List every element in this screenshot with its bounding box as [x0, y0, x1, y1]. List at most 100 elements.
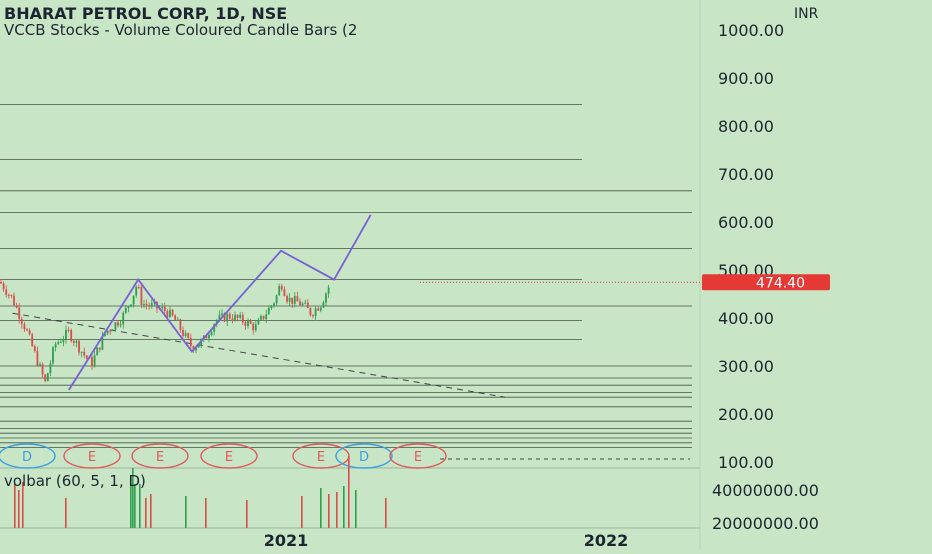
volume-tick-label: 20000000.00	[712, 514, 819, 533]
volume-bar	[328, 494, 330, 528]
volume-indicator-title: volbar (60, 5, 1, D)	[4, 472, 146, 490]
candle-body	[262, 315, 265, 320]
volume-bar	[301, 496, 303, 528]
candle-body	[213, 324, 216, 332]
candle-body	[301, 303, 304, 306]
candle-body	[275, 295, 278, 304]
candle-body	[234, 314, 236, 321]
candle-body	[119, 324, 122, 326]
candle-body	[145, 304, 148, 306]
candle-body	[306, 302, 309, 309]
last-price-value: 474.40	[756, 275, 805, 291]
volume-bar	[132, 468, 134, 528]
candle-body	[7, 294, 10, 296]
candle-body	[319, 307, 322, 311]
candle-body	[52, 347, 54, 364]
candle-body	[0, 282, 2, 284]
candle-body	[49, 363, 52, 374]
candle-body	[28, 330, 31, 335]
candle-body	[197, 345, 200, 348]
earnings-marker	[389, 443, 447, 469]
candle-body	[291, 297, 294, 304]
candle-body	[280, 286, 283, 290]
candle-body	[249, 320, 252, 324]
candle-body	[150, 302, 153, 307]
candle-body	[122, 312, 125, 325]
candle-body	[247, 320, 249, 327]
price-tick-label: 200.00	[718, 405, 774, 424]
time-tick-label: 2022	[584, 531, 629, 550]
candle-body	[187, 333, 190, 338]
candle-body	[257, 319, 260, 325]
candle-body	[179, 319, 182, 330]
candle-body	[10, 294, 13, 296]
candle-body	[226, 313, 229, 322]
candle-body	[124, 307, 127, 313]
candle-body	[13, 295, 15, 306]
candle-body	[67, 329, 70, 331]
candle-body	[182, 329, 184, 336]
candle-body	[270, 305, 273, 308]
candle-body	[117, 322, 119, 326]
candle-body	[72, 340, 75, 343]
candle-body	[171, 309, 174, 316]
candle-body	[169, 309, 171, 318]
volume-bar	[18, 490, 20, 528]
candle-body	[93, 355, 96, 367]
volume-bar	[348, 456, 350, 528]
candle-body	[62, 339, 65, 343]
volume-bar	[343, 486, 345, 528]
candle-body	[299, 301, 301, 306]
candle-body	[15, 305, 18, 308]
candle-body	[70, 329, 73, 341]
candle-body	[132, 295, 135, 305]
candle-body	[174, 315, 177, 320]
volume-bar	[22, 482, 24, 528]
candle-body	[57, 342, 60, 344]
candle-body	[312, 315, 314, 317]
candle-body	[130, 304, 132, 307]
candle-body	[236, 314, 239, 318]
candle-body	[241, 314, 244, 323]
earnings-marker	[200, 443, 258, 469]
candle-body	[176, 319, 179, 321]
candle-body	[31, 334, 34, 347]
candle-body	[135, 286, 138, 296]
candle-body	[314, 308, 317, 317]
candle-body	[195, 347, 197, 351]
candle-body	[114, 322, 117, 330]
candle-body	[239, 314, 242, 318]
event-marker-label: E	[414, 450, 422, 465]
candle-body	[78, 341, 80, 353]
volume-bar	[150, 494, 152, 528]
candle-body	[208, 335, 210, 339]
volume-bar	[246, 500, 248, 528]
price-tick-label: 100.00	[718, 453, 774, 472]
event-marker-label: D	[22, 450, 32, 465]
candle-body	[148, 305, 151, 307]
candle-body	[184, 333, 187, 336]
candle-body	[98, 347, 101, 350]
candle-body	[41, 364, 44, 375]
candle-body	[140, 287, 143, 305]
candle-body	[283, 289, 286, 296]
candle-body	[189, 337, 192, 347]
candle-body	[5, 289, 8, 295]
dividend-marker	[335, 443, 393, 469]
candle-body	[46, 373, 49, 382]
dividend-marker	[0, 443, 56, 469]
event-marker-label: E	[317, 450, 325, 465]
candle-body	[293, 296, 296, 304]
volume-bar	[130, 476, 132, 528]
pattern-line[interactable]	[68, 214, 372, 391]
candle-body	[205, 335, 208, 339]
candle-body	[75, 341, 78, 343]
candle-body	[210, 331, 213, 336]
candle-body	[23, 324, 26, 330]
candle-body	[221, 313, 223, 315]
candle-body	[317, 308, 320, 311]
candle-body	[2, 283, 5, 290]
candle-body	[218, 314, 221, 321]
